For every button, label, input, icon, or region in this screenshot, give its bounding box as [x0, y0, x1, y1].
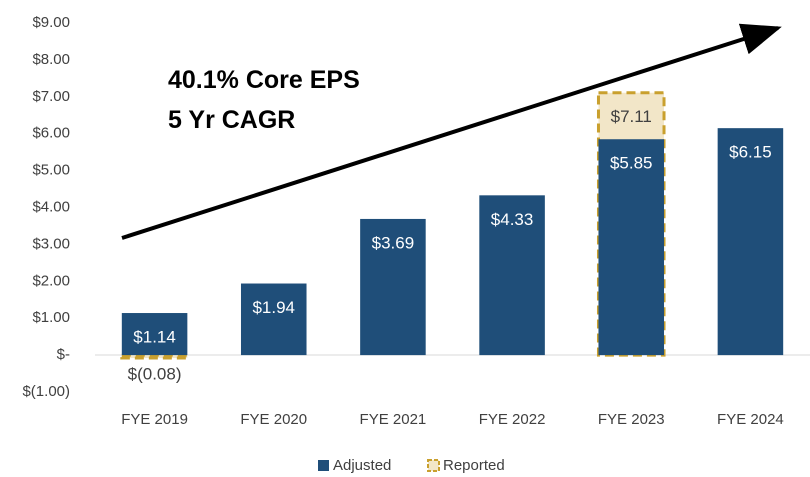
- y-tick-label: $5.00: [32, 162, 70, 179]
- data-label: $4.33: [491, 210, 534, 229]
- bar: [479, 195, 545, 356]
- x-tick-label: FYE 2021: [360, 411, 427, 428]
- y-tick-label: $2.00: [32, 272, 70, 289]
- bar: [598, 139, 665, 356]
- x-tick-label: FYE 2024: [717, 411, 784, 428]
- y-tick-label: $3.00: [32, 235, 70, 252]
- x-tick-label: FYE 2022: [479, 411, 546, 428]
- legend-swatch: [427, 459, 440, 472]
- data-label: $7.11: [611, 107, 652, 126]
- trend-arrow: [121, 23, 782, 240]
- bar: [120, 353, 189, 360]
- data-label: $3.69: [372, 233, 415, 252]
- bar: [717, 128, 784, 356]
- x-tick-label: FYE 2023: [598, 411, 665, 428]
- y-tick-label: $8.00: [32, 51, 70, 68]
- legend-label: Adjusted: [333, 457, 391, 474]
- bar: [121, 313, 188, 356]
- y-tick-label: $(1.00): [22, 383, 70, 400]
- annotation: 5 Yr CAGR: [168, 106, 295, 134]
- x-tick-label: FYE 2020: [240, 411, 307, 428]
- data-label: $1.14: [133, 328, 176, 347]
- data-label: $(0.08): [128, 365, 182, 384]
- legend-swatch: [318, 460, 329, 471]
- y-tick-label: $1.00: [32, 309, 70, 326]
- y-tick-label: $9.00: [32, 14, 70, 31]
- x-tick-label: FYE 2019: [121, 411, 188, 428]
- data-label: $1.94: [252, 298, 295, 317]
- bar: [240, 283, 307, 356]
- y-tick-label: $4.00: [32, 198, 70, 215]
- y-tick-label: $6.00: [32, 125, 70, 142]
- y-tick-label: $-: [57, 346, 70, 363]
- data-label: $5.85: [610, 154, 653, 173]
- y-tick-label: $7.00: [32, 88, 70, 105]
- data-label: $6.15: [729, 143, 772, 162]
- legend-label: Reported: [443, 457, 505, 474]
- annotation: 40.1% Core EPS: [168, 66, 360, 94]
- bar: [360, 218, 426, 356]
